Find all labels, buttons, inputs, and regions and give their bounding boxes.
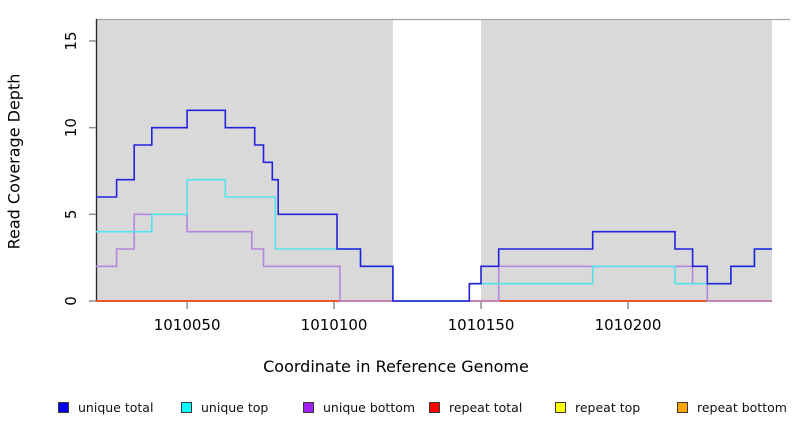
x-tick-label: 1010050 [154, 316, 221, 334]
legend-swatch-unique-top [181, 401, 192, 413]
legend-swatch-unique-total [58, 401, 69, 413]
legend-swatch-repeat-top [555, 401, 566, 413]
legend-label-repeat-top: repeat top [575, 399, 641, 415]
legend-item-unique-bottom: unique bottom [303, 398, 415, 416]
x-axis-title: Coordinate in Reference Genome [263, 357, 529, 376]
legend-swatch-repeat-bottom [677, 401, 688, 413]
legend-item-repeat-top: repeat top [555, 398, 640, 416]
legend-label-unique-total: unique total [78, 399, 154, 415]
masked-gap-region [392, 20, 482, 301]
legend: unique total unique top unique bottom repea… [0, 398, 792, 418]
x-tick-label: 1010200 [595, 316, 662, 334]
legend-item-repeat-total: repeat total [429, 398, 522, 416]
legend-item-unique-top: unique top [181, 398, 268, 416]
x-tick-label: 1010150 [448, 316, 515, 334]
series-line-unique-total [96, 109, 772, 302]
legend-item-repeat-bottom: repeat bottom [677, 398, 787, 416]
y-tick-label: 5 [62, 210, 80, 220]
legend-label-unique-bottom: unique bottom [323, 399, 416, 415]
y-tick-label: 0 [62, 296, 80, 306]
legend-label-repeat-total: repeat total [449, 399, 523, 415]
series-line-unique-bottom [96, 213, 772, 302]
x-tick-label: 1010100 [301, 316, 368, 334]
legend-label-repeat-bottom: repeat bottom [697, 399, 787, 415]
legend-swatch-unique-bottom [303, 401, 314, 413]
y-axis-title: Read Coverage Depth [4, 73, 24, 250]
y-tick-label: 15 [62, 31, 80, 50]
legend-label-unique-top: unique top [201, 399, 269, 415]
legend-item-unique-total: unique total [58, 398, 153, 416]
y-tick-label: 10 [62, 118, 80, 137]
legend-swatch-repeat-total [429, 401, 440, 413]
